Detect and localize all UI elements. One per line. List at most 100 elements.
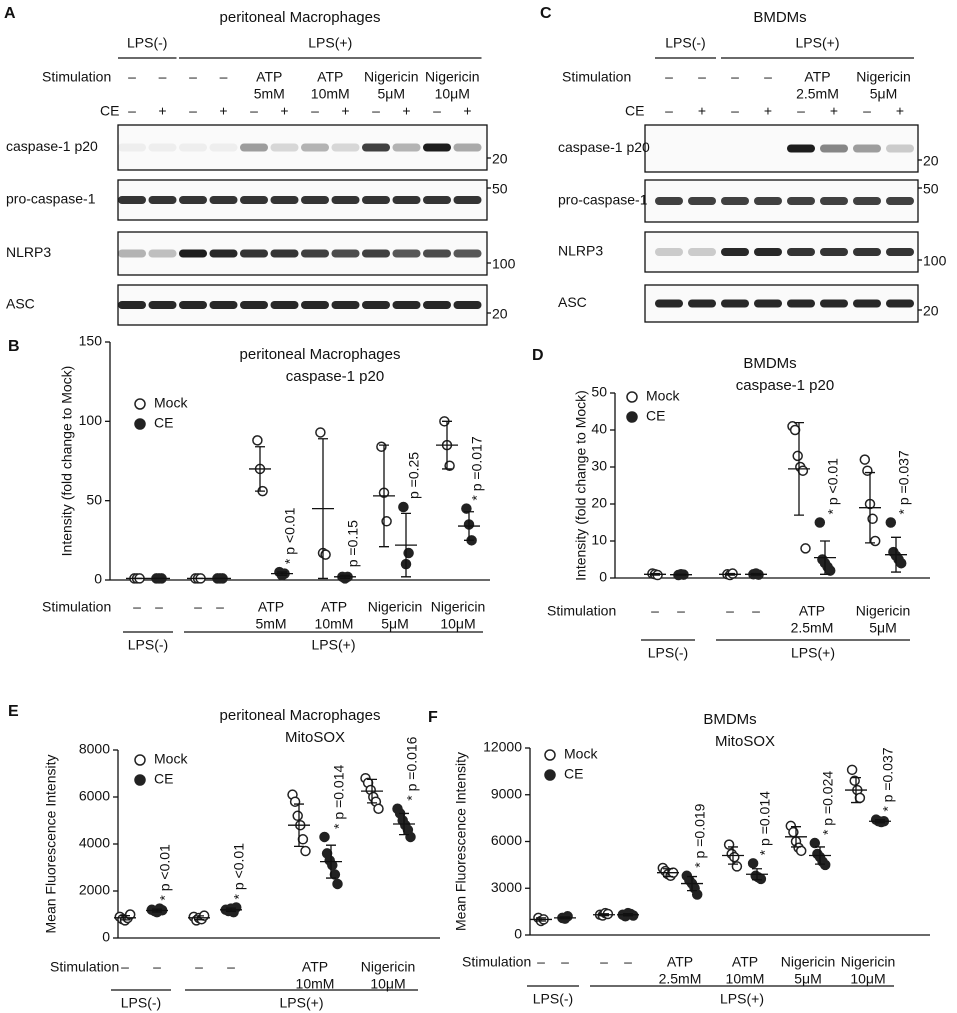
p-value: * p =0.017 bbox=[469, 436, 485, 500]
band bbox=[301, 196, 329, 204]
band bbox=[179, 143, 207, 152]
legend-marker bbox=[134, 774, 146, 786]
band bbox=[240, 196, 268, 204]
band bbox=[148, 249, 177, 258]
stimulation-label: – bbox=[698, 69, 706, 85]
y-tick-label: 30 bbox=[591, 458, 607, 474]
stimulation-title: Stimulation bbox=[562, 69, 631, 85]
band bbox=[453, 196, 482, 204]
lps-label: LPS(+) bbox=[312, 637, 356, 653]
data-point bbox=[332, 878, 343, 890]
y-tick-label: 9000 bbox=[491, 785, 522, 801]
y-tick-label: 0 bbox=[599, 569, 607, 585]
band bbox=[331, 143, 360, 152]
band bbox=[331, 301, 360, 309]
band bbox=[331, 196, 360, 204]
stimulation-label: – bbox=[194, 599, 202, 615]
data-point bbox=[895, 557, 907, 569]
error-bar bbox=[340, 574, 350, 580]
data-point bbox=[327, 859, 338, 871]
blot-row-label: ASC bbox=[558, 294, 587, 310]
data-point bbox=[795, 845, 807, 857]
chart-title: peritoneal Macrophages bbox=[220, 707, 381, 724]
data-point bbox=[846, 764, 858, 776]
legend-label: CE bbox=[154, 771, 173, 787]
band bbox=[688, 248, 716, 256]
band bbox=[423, 301, 451, 309]
ce-sign: – bbox=[797, 103, 805, 119]
data-point bbox=[849, 775, 860, 786]
error-bar bbox=[399, 812, 409, 836]
panel-letter: D bbox=[532, 347, 544, 364]
band bbox=[820, 144, 848, 153]
stimulation-label: Nigericin bbox=[856, 603, 910, 619]
p-value: * p =0.014 bbox=[757, 791, 773, 855]
stimulation-label: 5μM bbox=[794, 971, 822, 987]
band bbox=[392, 249, 421, 258]
error-bar bbox=[294, 803, 304, 847]
stimulation-label: Nigericin bbox=[431, 599, 485, 615]
band bbox=[787, 248, 815, 256]
p-value: * p =0.037 bbox=[880, 747, 896, 811]
stimulation-label: 10mM bbox=[296, 976, 335, 992]
stimulation-title: Stimulation bbox=[462, 954, 531, 970]
stimulation-label: 2.5mM bbox=[796, 86, 839, 102]
stimulation-label: – bbox=[227, 959, 235, 975]
blot-row-label: caspase-1 p20 bbox=[6, 138, 98, 154]
panel-letter: C bbox=[540, 5, 552, 22]
stimulation-title: Stimulation bbox=[50, 959, 119, 975]
ce-sign: – bbox=[731, 103, 739, 119]
ce-title: CE bbox=[625, 103, 644, 119]
chart-title: peritoneal Macrophages bbox=[240, 346, 401, 363]
stimulation-title: Stimulation bbox=[42, 69, 111, 85]
legend-label: Mock bbox=[564, 746, 598, 762]
y-tick-label: 4000 bbox=[79, 835, 110, 851]
data-point bbox=[755, 873, 767, 885]
band bbox=[118, 143, 146, 152]
y-tick-label: 10 bbox=[591, 532, 607, 548]
band bbox=[301, 249, 329, 258]
blot-row-label: pro-caspase-1 bbox=[6, 191, 96, 207]
panel-letter: A bbox=[4, 5, 16, 22]
data-point bbox=[789, 424, 801, 436]
mw-marker: 20 bbox=[923, 303, 939, 319]
y-tick-label: 6000 bbox=[79, 788, 110, 804]
legend-label: CE bbox=[564, 766, 583, 782]
stimulation-title: Stimulation bbox=[42, 599, 111, 615]
mw-marker: 20 bbox=[492, 151, 508, 167]
stimulation-label: – bbox=[195, 959, 203, 975]
band bbox=[886, 144, 914, 153]
band bbox=[179, 196, 207, 204]
legend-marker bbox=[134, 418, 146, 430]
p-value: * p =0.037 bbox=[896, 450, 912, 514]
y-tick-label: 40 bbox=[591, 421, 607, 437]
data-point bbox=[809, 837, 821, 849]
stimulation-label: 10mM bbox=[315, 616, 354, 632]
legend-label: Mock bbox=[154, 395, 188, 411]
chart-title: BMDMs bbox=[703, 711, 756, 728]
data-point bbox=[885, 517, 897, 528]
chart-title: BMDMs bbox=[743, 355, 796, 372]
band bbox=[886, 248, 914, 256]
ce-sign: + bbox=[341, 103, 349, 119]
band bbox=[787, 299, 815, 308]
data-point bbox=[854, 792, 866, 804]
stimulation-label: Nigericin bbox=[361, 959, 415, 975]
legend-label: Mock bbox=[646, 388, 680, 404]
error-bar bbox=[152, 908, 162, 913]
y-axis-title: Intensity (fold change to Mock) bbox=[573, 390, 589, 581]
chart-subtitle: MitoSOX bbox=[715, 733, 775, 750]
error-bar bbox=[650, 572, 660, 576]
error-bar bbox=[663, 868, 673, 878]
ce-sign: + bbox=[463, 103, 471, 119]
panel-letter: B bbox=[8, 338, 20, 355]
legend-marker bbox=[134, 398, 146, 410]
lps-label: LPS(-) bbox=[128, 637, 168, 653]
mw-marker: 100 bbox=[923, 253, 947, 269]
stimulation-label: – bbox=[726, 603, 734, 619]
lps-label: LPS(-) bbox=[127, 35, 167, 51]
stimulation-label: – bbox=[216, 599, 224, 615]
lps-label: LPS(-) bbox=[665, 35, 705, 51]
stimulation-label: – bbox=[189, 69, 197, 85]
stimulation-label: – bbox=[731, 69, 739, 85]
